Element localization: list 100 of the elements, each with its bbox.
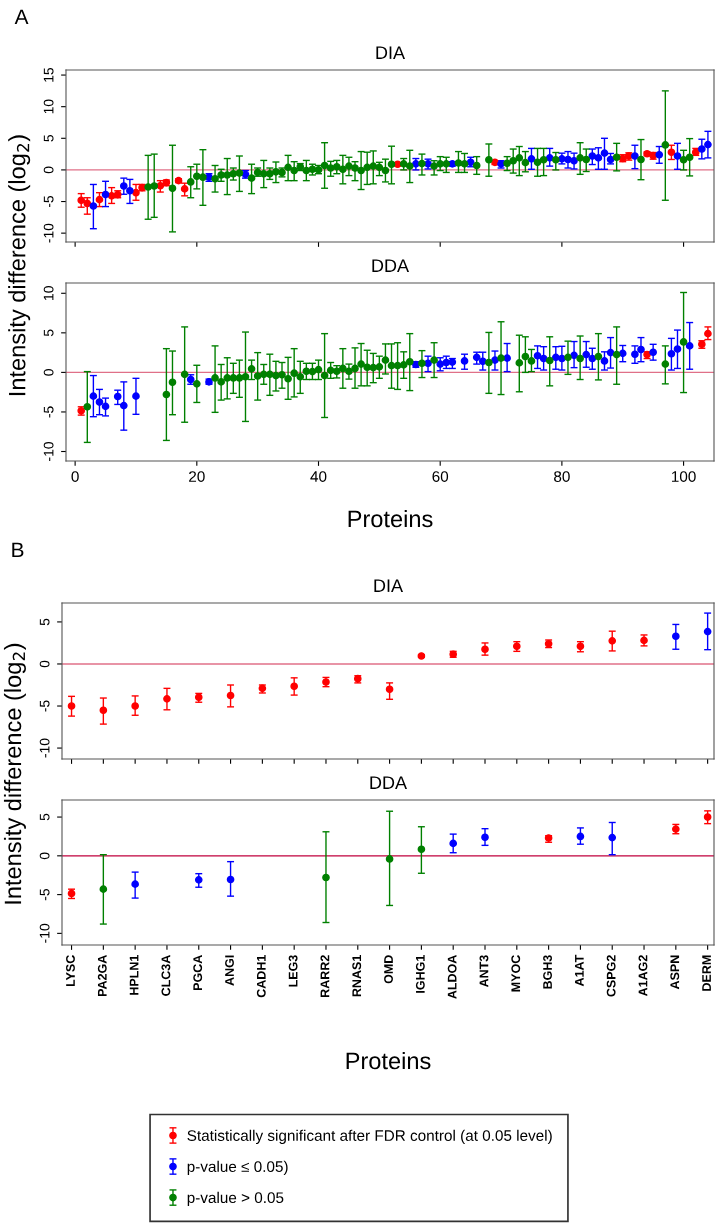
point bbox=[272, 167, 280, 176]
point bbox=[521, 158, 530, 167]
point bbox=[527, 155, 536, 163]
x-tick-label: ANGI bbox=[225, 955, 234, 986]
point bbox=[418, 159, 426, 168]
legend-label: p-value > 0.05 bbox=[187, 1191, 284, 1207]
point bbox=[339, 364, 347, 373]
x-axis-title: Proteins bbox=[348, 509, 433, 528]
point bbox=[101, 402, 110, 411]
point bbox=[387, 160, 396, 169]
point bbox=[296, 372, 305, 381]
point bbox=[320, 161, 329, 170]
point bbox=[460, 160, 469, 168]
point bbox=[369, 363, 378, 372]
point bbox=[95, 195, 104, 204]
point bbox=[357, 360, 365, 368]
point bbox=[284, 163, 292, 172]
point bbox=[89, 202, 98, 210]
y-tick-label: 5 bbox=[39, 813, 50, 821]
y-tick-label: 15 bbox=[43, 67, 54, 82]
y-tick-label: -10 bbox=[39, 738, 50, 758]
point bbox=[485, 358, 493, 367]
x-tick-label: HPLN1 bbox=[129, 955, 139, 995]
x-tick-label: OMD bbox=[384, 955, 393, 984]
point bbox=[594, 154, 603, 162]
point bbox=[588, 152, 597, 160]
point bbox=[570, 156, 578, 165]
point bbox=[661, 360, 670, 368]
x-tick-label: PGCA bbox=[193, 955, 203, 990]
x-axis-title: Proteins bbox=[346, 1051, 431, 1070]
point bbox=[442, 160, 451, 168]
point bbox=[290, 682, 298, 691]
point bbox=[385, 685, 394, 694]
x-tick-label: 60 bbox=[432, 471, 449, 482]
y-tick-label: 5 bbox=[43, 135, 54, 142]
point bbox=[649, 348, 657, 357]
point bbox=[381, 356, 390, 364]
point bbox=[369, 162, 378, 170]
point bbox=[126, 186, 134, 195]
point bbox=[436, 160, 445, 168]
y-tick-label: -5 bbox=[43, 406, 54, 418]
x-tick-label: A1AT bbox=[575, 954, 584, 987]
point bbox=[131, 880, 139, 888]
y-axis-title: Intensity difference (log$_{2}$) bbox=[8, 135, 31, 396]
point bbox=[600, 149, 609, 157]
point bbox=[168, 378, 177, 387]
y-tick-label: -5 bbox=[39, 889, 50, 901]
point bbox=[533, 158, 542, 167]
point bbox=[247, 174, 256, 182]
y-tick-label: -5 bbox=[43, 195, 54, 208]
point bbox=[113, 392, 122, 401]
point bbox=[472, 161, 481, 170]
point bbox=[345, 162, 353, 170]
point bbox=[399, 160, 408, 168]
point bbox=[211, 374, 219, 382]
chart-title: DDA bbox=[370, 776, 408, 789]
x-tick-label: CADH1 bbox=[256, 955, 266, 998]
x-tick-label: IGHG1 bbox=[415, 955, 425, 993]
point bbox=[99, 706, 108, 715]
y-tick-label: 10 bbox=[43, 99, 54, 114]
point bbox=[226, 875, 235, 884]
y-tick-label: 0 bbox=[39, 852, 50, 860]
point bbox=[539, 155, 548, 164]
point bbox=[503, 159, 511, 168]
point bbox=[685, 153, 694, 162]
point bbox=[485, 155, 493, 164]
point bbox=[199, 173, 207, 182]
point bbox=[235, 374, 244, 382]
point bbox=[576, 154, 584, 162]
point bbox=[223, 374, 232, 382]
point bbox=[217, 378, 225, 386]
point bbox=[515, 154, 524, 162]
point bbox=[606, 348, 615, 357]
point bbox=[381, 166, 390, 175]
x-tick-label: DERM bbox=[702, 955, 711, 991]
point bbox=[545, 356, 554, 365]
y-tick-label: -10 bbox=[43, 223, 54, 243]
point bbox=[417, 845, 426, 854]
point bbox=[481, 833, 489, 842]
point bbox=[132, 188, 140, 197]
point bbox=[704, 140, 712, 149]
point bbox=[77, 196, 86, 205]
point bbox=[83, 402, 92, 411]
point bbox=[576, 832, 585, 841]
point bbox=[375, 363, 384, 371]
point bbox=[241, 372, 250, 381]
point bbox=[363, 363, 372, 372]
point bbox=[460, 357, 469, 365]
point bbox=[131, 702, 139, 710]
x-tick-label: LEG3 bbox=[288, 955, 298, 987]
point bbox=[685, 342, 694, 350]
point bbox=[399, 361, 408, 369]
point bbox=[194, 876, 203, 884]
point bbox=[478, 357, 487, 366]
point bbox=[95, 398, 104, 406]
point bbox=[430, 356, 438, 364]
point bbox=[527, 357, 536, 365]
point bbox=[703, 627, 712, 636]
x-tick-label: CSPG2 bbox=[606, 955, 616, 997]
point bbox=[521, 352, 530, 361]
